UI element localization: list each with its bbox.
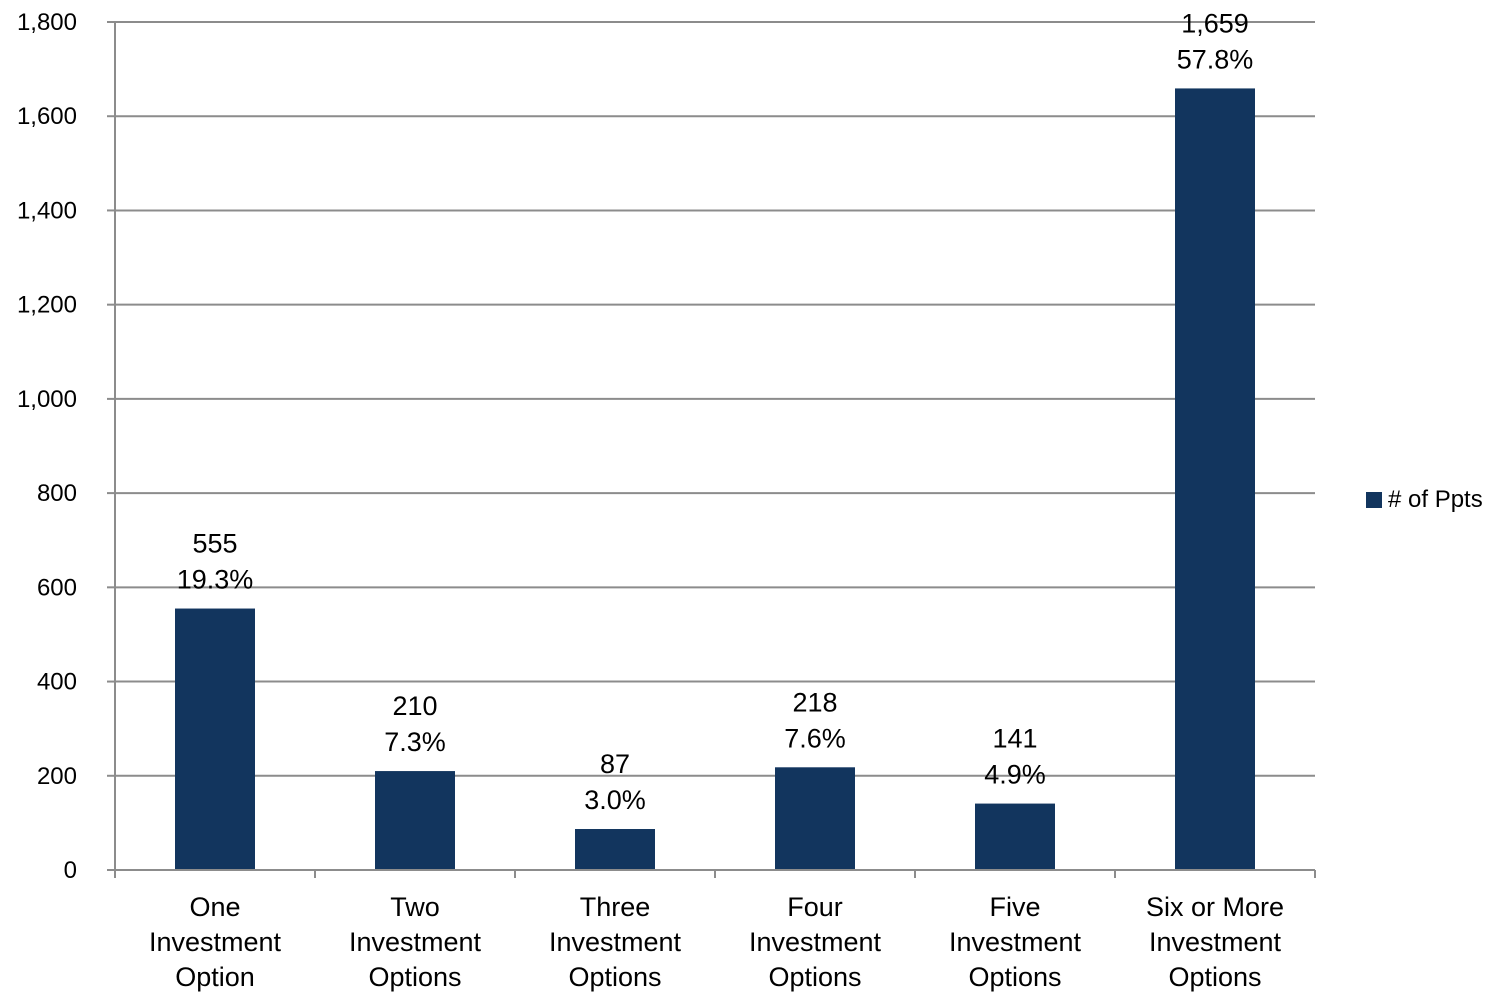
data-label-percent: 4.9% bbox=[984, 760, 1046, 790]
y-tick-label: 600 bbox=[37, 574, 77, 601]
axes bbox=[114, 22, 1315, 871]
gridlines bbox=[115, 21, 1315, 777]
bar bbox=[775, 767, 855, 870]
data-label-value: 87 bbox=[600, 749, 630, 779]
data-label-percent: 7.6% bbox=[784, 723, 846, 753]
y-tick-label: 1,400 bbox=[17, 197, 77, 224]
x-tick-label: Investment bbox=[949, 927, 1082, 957]
legend: # of Ppts bbox=[1366, 486, 1483, 514]
x-tick-label: Investment bbox=[1149, 927, 1282, 957]
legend-swatch bbox=[1366, 492, 1382, 508]
x-tick-label: Options bbox=[968, 962, 1061, 992]
x-tick-label: Options bbox=[1168, 962, 1261, 992]
x-tick-label: Investment bbox=[349, 927, 482, 957]
data-label-value: 210 bbox=[392, 691, 437, 721]
bars bbox=[175, 88, 1255, 871]
x-tick-label: Option bbox=[175, 962, 255, 992]
x-tick-label: Investment bbox=[149, 927, 282, 957]
data-label-percent: 3.0% bbox=[584, 785, 646, 815]
y-tick-label: 1,800 bbox=[17, 9, 77, 36]
data-label-percent: 57.8% bbox=[1177, 44, 1254, 74]
y-tick-label: 0 bbox=[64, 857, 77, 884]
data-labels: 555 19.3% 210 7.3% 87 3.0% 218 7.6% 141 4.9% 1,659… bbox=[177, 8, 1254, 815]
x-tick-label: Options bbox=[568, 962, 661, 992]
data-label-value: 1,659 bbox=[1181, 8, 1249, 38]
x-tick-label: Options bbox=[768, 962, 861, 992]
x-tick-label: One bbox=[189, 892, 240, 922]
bar bbox=[375, 771, 455, 870]
bar bbox=[975, 803, 1055, 870]
bar bbox=[575, 829, 655, 870]
data-label-value: 555 bbox=[192, 529, 237, 559]
bar bbox=[175, 608, 255, 870]
x-tick-label: Three bbox=[580, 892, 651, 922]
data-label-percent: 7.3% bbox=[384, 727, 446, 757]
x-axis-ticks: One Investment Option Two Investment Options T… bbox=[114, 870, 1316, 992]
x-tick-label: Investment bbox=[549, 927, 682, 957]
x-tick-label: Six or More bbox=[1146, 892, 1284, 922]
y-tick-label: 400 bbox=[37, 669, 77, 696]
x-tick-label: Two bbox=[390, 892, 440, 922]
legend-label: # of Ppts bbox=[1388, 486, 1483, 513]
data-label-value: 218 bbox=[792, 687, 837, 717]
bar bbox=[1175, 88, 1255, 871]
y-tick-label: 800 bbox=[37, 480, 77, 507]
x-tick-label: Investment bbox=[749, 927, 882, 957]
y-tick-label: 1,000 bbox=[17, 386, 77, 413]
data-label-value: 141 bbox=[992, 724, 1037, 754]
x-tick-label: Options bbox=[368, 962, 461, 992]
y-tick-label: 1,200 bbox=[17, 292, 77, 319]
x-tick-label: Four bbox=[787, 892, 843, 922]
x-tick-label: Five bbox=[989, 892, 1040, 922]
y-tick-label: 200 bbox=[37, 763, 77, 790]
data-label-percent: 19.3% bbox=[177, 565, 254, 595]
y-axis-ticks: 0 200 400 600 800 1,000 1,200 1,400 1,600 1,800 bbox=[17, 9, 115, 884]
y-tick-label: 1,600 bbox=[17, 103, 77, 130]
